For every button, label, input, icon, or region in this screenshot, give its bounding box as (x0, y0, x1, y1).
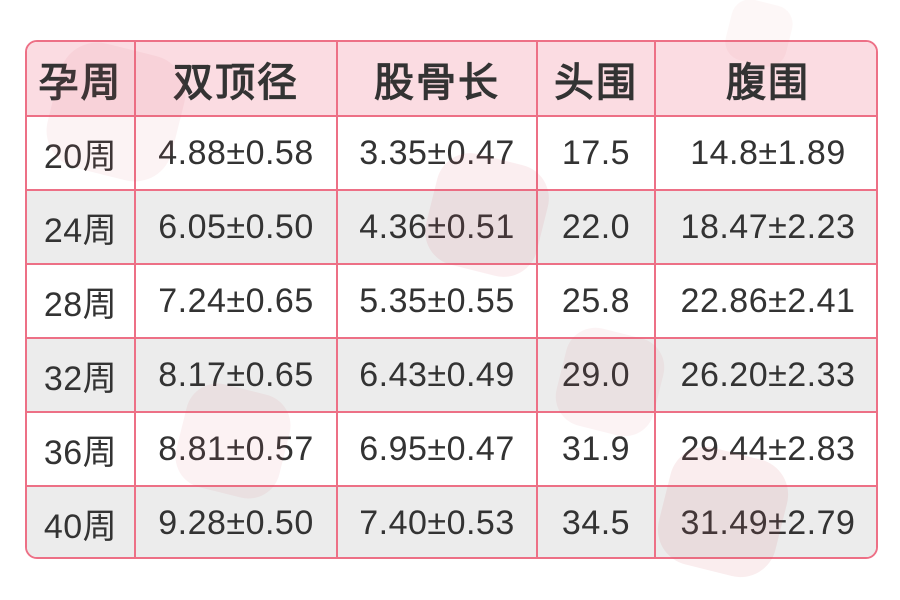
cell-femur-length: 7.40±0.53 (336, 485, 538, 557)
cell-head-circumference: 29.0 (536, 337, 656, 413)
row-label-gestational-week: 28周 (27, 263, 136, 339)
column-header-abdominal-circumference: 腹围 (654, 42, 876, 117)
column-header-biparietal-diameter: 双顶径 (134, 42, 338, 117)
measurements-table: 孕周 双顶径 股骨长 头围 腹围 20周 4.88±0.58 3.35±0.47 17.5 14… (27, 42, 876, 557)
cell-biparietal-diameter: 7.24±0.65 (134, 263, 338, 339)
cell-biparietal-diameter: 4.88±0.58 (134, 115, 338, 191)
cell-biparietal-diameter: 9.28±0.50 (134, 485, 338, 557)
table-row: 36周 8.81±0.57 6.95±0.47 31.9 29.44±2.83 (27, 411, 876, 487)
row-label-gestational-week: 40周 (27, 485, 136, 557)
column-header-head-circumference: 头围 (536, 42, 656, 117)
table-row: 40周 9.28±0.50 7.40±0.53 34.5 31.49±2.79 (27, 485, 876, 557)
row-label-gestational-week: 32周 (27, 337, 136, 413)
cell-head-circumference: 34.5 (536, 485, 656, 557)
table-row: 28周 7.24±0.65 5.35±0.55 25.8 22.86±2.41 (27, 263, 876, 339)
cell-abdominal-circumference: 31.49±2.79 (654, 485, 876, 557)
column-header-gestational-week: 孕周 (27, 42, 136, 117)
cell-head-circumference: 25.8 (536, 263, 656, 339)
cell-abdominal-circumference: 14.8±1.89 (654, 115, 876, 191)
cell-femur-length: 4.36±0.51 (336, 189, 538, 265)
row-label-gestational-week: 20周 (27, 115, 136, 191)
fetal-growth-table: 孕周 双顶径 股骨长 头围 腹围 20周 4.88±0.58 3.35±0.47 17.5 14… (25, 40, 878, 559)
column-header-femur-length: 股骨长 (336, 42, 538, 117)
cell-biparietal-diameter: 8.81±0.57 (134, 411, 338, 487)
header-row: 孕周 双顶径 股骨长 头围 腹围 (27, 42, 876, 117)
cell-head-circumference: 22.0 (536, 189, 656, 265)
row-label-gestational-week: 36周 (27, 411, 136, 487)
table-row: 32周 8.17±0.65 6.43±0.49 29.0 26.20±2.33 (27, 337, 876, 413)
row-label-gestational-week: 24周 (27, 189, 136, 265)
cell-femur-length: 6.95±0.47 (336, 411, 538, 487)
table-row: 20周 4.88±0.58 3.35±0.47 17.5 14.8±1.89 (27, 115, 876, 191)
cell-abdominal-circumference: 18.47±2.23 (654, 189, 876, 265)
cell-femur-length: 3.35±0.47 (336, 115, 538, 191)
table-body: 20周 4.88±0.58 3.35±0.47 17.5 14.8±1.89 24周 6.0… (27, 115, 876, 557)
cell-femur-length: 6.43±0.49 (336, 337, 538, 413)
cell-abdominal-circumference: 22.86±2.41 (654, 263, 876, 339)
cell-head-circumference: 31.9 (536, 411, 656, 487)
cell-femur-length: 5.35±0.55 (336, 263, 538, 339)
cell-abdominal-circumference: 29.44±2.83 (654, 411, 876, 487)
cell-biparietal-diameter: 8.17±0.65 (134, 337, 338, 413)
cell-abdominal-circumference: 26.20±2.33 (654, 337, 876, 413)
table-row: 24周 6.05±0.50 4.36±0.51 22.0 18.47±2.23 (27, 189, 876, 265)
cell-biparietal-diameter: 6.05±0.50 (134, 189, 338, 265)
cell-head-circumference: 17.5 (536, 115, 656, 191)
